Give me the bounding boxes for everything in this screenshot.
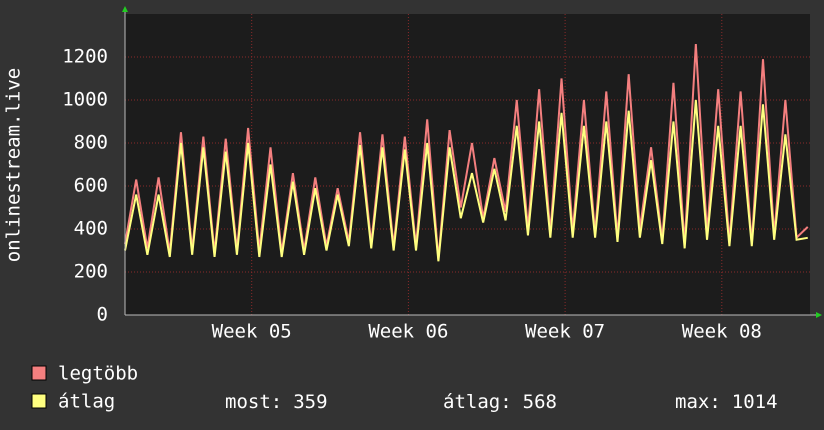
stat: átlag: 568: [443, 391, 557, 413]
x-tick-label: Week 08: [682, 321, 762, 343]
stat: most: 359: [225, 391, 328, 413]
y-tick-label: 800: [74, 132, 108, 154]
y-tick-label: 1000: [62, 89, 108, 111]
y-tick-label: 600: [74, 175, 108, 197]
x-tick-label: Week 06: [368, 321, 448, 343]
series-line: [124, 99, 808, 262]
stat-value: 568: [523, 391, 557, 413]
y-arrow: [122, 6, 128, 12]
legend-swatch: [31, 393, 47, 409]
legend-swatch: [31, 365, 47, 381]
y-tick-label: 400: [74, 218, 108, 240]
stat-label: max:: [675, 391, 721, 413]
y-tick-label: 1200: [62, 46, 108, 68]
stat-value: 1014: [732, 391, 778, 413]
stat: max: 1014: [675, 391, 778, 413]
legend-label: átlag: [58, 391, 115, 413]
x-arrow: [816, 312, 822, 318]
legend-label: legtöbb: [58, 363, 138, 385]
y-axis-label: onlinestream.live: [3, 68, 25, 262]
stat-value: 359: [293, 391, 327, 413]
y-tick-label: 200: [74, 261, 108, 283]
x-tick-label: Week 07: [525, 321, 605, 343]
stat-label: átlag:: [443, 391, 512, 413]
y-tick-label: 0: [97, 304, 108, 326]
x-tick-label: Week 05: [212, 321, 292, 343]
stat-label: most:: [225, 391, 282, 413]
legend: legtöbb átlag most: 359 átlag: 568 max: 1014: [31, 363, 778, 413]
lines: [124, 44, 809, 262]
